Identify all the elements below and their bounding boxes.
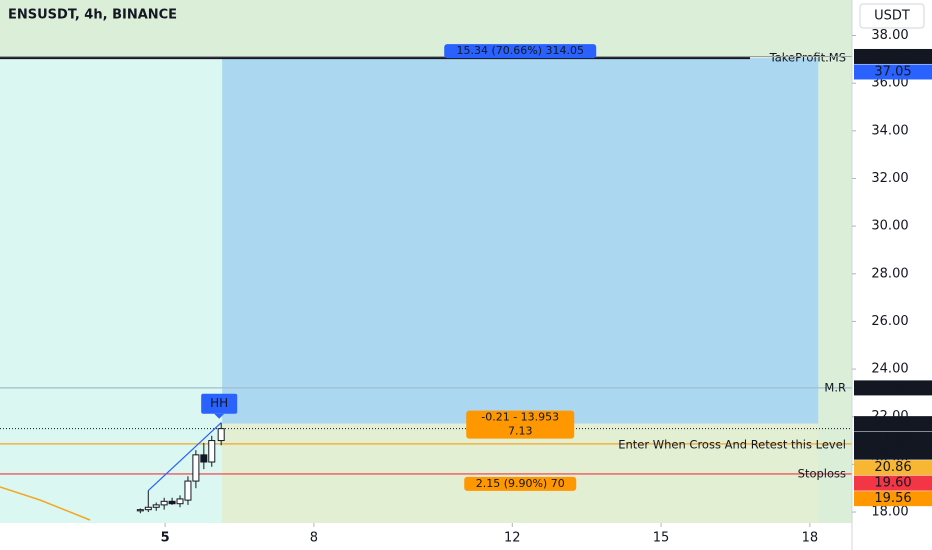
y-tick-label: 18.00 bbox=[871, 505, 908, 520]
price-label-box bbox=[854, 48, 932, 64]
price-label-box bbox=[854, 64, 932, 80]
x-axis-panel bbox=[0, 523, 852, 550]
level-label: M.R bbox=[824, 380, 846, 394]
y-tick-label: 28.00 bbox=[871, 266, 908, 281]
price-label: 23.21 bbox=[874, 380, 911, 395]
chart-title: ENSUSDT, 4h, BINANCE bbox=[8, 8, 177, 23]
y-tick-label: 34.00 bbox=[871, 123, 908, 138]
price-label: 21.50 bbox=[874, 432, 911, 447]
price-label: 37.05 bbox=[874, 64, 911, 79]
y-tick-label: 38.00 bbox=[871, 28, 908, 43]
price-label: 19.60 bbox=[874, 476, 911, 491]
candle-body bbox=[136, 509, 144, 512]
y-tick-label: 26.00 bbox=[871, 314, 908, 329]
level-label: TakeProfit.MS bbox=[769, 51, 846, 65]
price-label: 19.56 bbox=[874, 491, 911, 506]
price-label-box bbox=[854, 460, 932, 476]
annotation-box bbox=[466, 410, 575, 439]
annotation-text: 2.15 (9.90%) 70 bbox=[476, 477, 565, 490]
x-tick-label: 15 bbox=[653, 531, 670, 546]
annotation-text: 7.13 bbox=[508, 425, 533, 438]
price-label-box bbox=[854, 380, 932, 396]
history-background bbox=[0, 56, 223, 524]
price-label: 20.86 bbox=[874, 460, 911, 475]
price-label-box bbox=[854, 431, 932, 460]
pattern-box bbox=[201, 393, 238, 414]
candle-body bbox=[200, 454, 208, 463]
pattern-label: HH bbox=[210, 396, 228, 410]
candle-body bbox=[168, 500, 176, 505]
y-tick-label: 32.00 bbox=[871, 171, 908, 186]
x-tick-label: 5 bbox=[161, 531, 170, 546]
candle-body bbox=[217, 428, 225, 442]
candle-body bbox=[192, 454, 200, 482]
candle-body bbox=[208, 440, 216, 463]
countdown: 59:27 bbox=[874, 445, 911, 460]
candle-body bbox=[144, 506, 152, 511]
price-label-box bbox=[854, 475, 932, 491]
annotation-text: 15.34 (70.66%) 314.05 bbox=[456, 44, 584, 57]
level-label: Stoploss bbox=[798, 466, 846, 480]
target-zone bbox=[222, 58, 819, 424]
x-tick-label: 12 bbox=[504, 531, 521, 546]
y-tick-label: 30.00 bbox=[871, 219, 908, 234]
price-label: 37.12 bbox=[874, 49, 911, 64]
candle-body bbox=[160, 500, 168, 506]
y-tick-label: 24.00 bbox=[871, 362, 908, 377]
candle-body bbox=[176, 498, 184, 505]
candle-body bbox=[184, 480, 192, 501]
candle-body bbox=[152, 504, 160, 508]
price-label: 21.71 bbox=[874, 416, 911, 431]
x-tick-label: 18 bbox=[802, 531, 819, 546]
price-label-box bbox=[854, 416, 932, 432]
price-label-box bbox=[854, 491, 932, 507]
currency-box[interactable] bbox=[859, 3, 925, 29]
trend-line bbox=[147, 422, 222, 492]
x-tick-label: 8 bbox=[310, 531, 318, 546]
pattern-pointer bbox=[214, 413, 225, 419]
level-label: Enter When Cross And Retest this Level bbox=[618, 437, 846, 451]
annotation-box bbox=[464, 476, 577, 491]
annotation-box bbox=[444, 44, 597, 59]
annotation-text: -0.21 - 13.953 bbox=[481, 411, 559, 424]
currency[interactable]: USDT bbox=[874, 9, 910, 24]
trend-line-left bbox=[0, 486, 91, 521]
